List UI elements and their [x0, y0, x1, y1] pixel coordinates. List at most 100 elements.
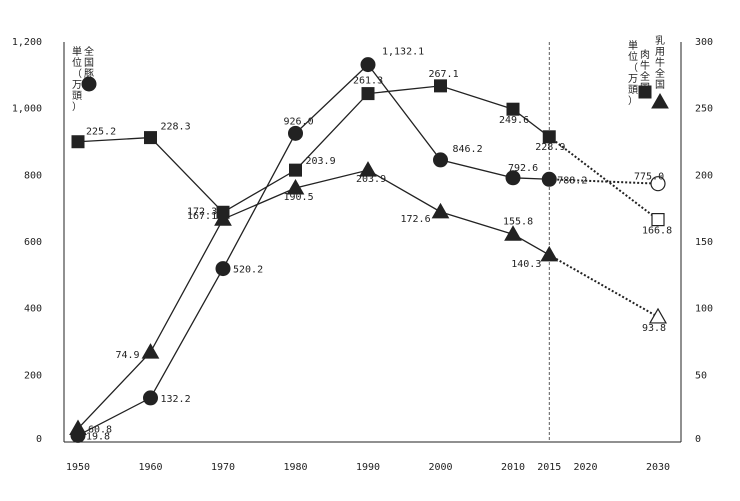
- beef-data-label: 267.1: [429, 69, 459, 80]
- legend-dairy-title: 牛: [655, 56, 665, 69]
- dairy-point: [540, 245, 559, 262]
- beef-point: [361, 87, 375, 101]
- left-tick-label: 800: [24, 170, 42, 181]
- left-tick-label: 400: [24, 304, 42, 315]
- beef-projection-label: 166.8: [642, 226, 672, 237]
- dairy-projection-line: [548, 254, 659, 318]
- right-tick-label: 200: [695, 170, 713, 181]
- x-tick-label: 2030: [646, 462, 670, 473]
- x-tick-label: 1970: [211, 462, 235, 473]
- pig-point: [288, 125, 303, 141]
- beef-projection-line: [548, 136, 659, 221]
- legend-beef-title: 牛: [640, 59, 650, 72]
- legend-pig-title: 国: [84, 57, 94, 69]
- left-tick-label: 1,200: [12, 37, 42, 48]
- axes: 0 200 400 600 800 1,000 1,200 0 50 100 150 200 250 30…: [12, 37, 713, 473]
- dairy-data-label: 203.9: [356, 174, 386, 185]
- dairy-point: [214, 210, 232, 226]
- dairy-point: [504, 225, 522, 241]
- dairy-point: [69, 419, 87, 436]
- legend-pig-title: 豚: [84, 68, 94, 80]
- legend-pig-unit: ）: [72, 101, 82, 113]
- series-group: [69, 57, 668, 443]
- legend-beef-title: 肉: [640, 48, 650, 61]
- right-tick-label: 100: [695, 304, 713, 315]
- left-tick-label: 1,000: [12, 104, 42, 115]
- pig-data-label: 792.6: [508, 163, 538, 174]
- pig-data-label: 788.2: [557, 175, 587, 186]
- legend-beef-unit: 頭: [628, 84, 638, 96]
- legend-pig-unit: （: [72, 68, 82, 80]
- legend-beef-title: 全: [640, 70, 650, 83]
- legend-pig-unit: 位: [72, 56, 82, 69]
- dairy-data-label: 74.9: [116, 350, 140, 361]
- pig-point: [541, 171, 557, 187]
- dairy-projection-point: [648, 307, 668, 324]
- dairy-data-label: 167.1: [187, 211, 217, 222]
- legend-pig-unit: 頭: [72, 90, 82, 102]
- pig-line: [77, 63, 550, 436]
- x-tick-label: 1960: [138, 462, 162, 473]
- legend-beef-unit: 単: [628, 39, 638, 52]
- right-tick-label: 50: [695, 370, 707, 381]
- dairy-point: [359, 161, 377, 177]
- legend-beef-unit: ）: [628, 95, 638, 107]
- beef-line: [77, 85, 550, 214]
- x-tick-label: 2010: [501, 462, 525, 473]
- beef-point: [434, 79, 447, 93]
- pig-point: [360, 57, 376, 73]
- pig-data-label: 846.2: [453, 144, 483, 155]
- dairy-projection-label: 93.8: [642, 323, 666, 334]
- pig-projection-label: 775.0: [634, 172, 664, 183]
- x-tick-label: 2015: [537, 462, 561, 473]
- beef-data-label: 228.3: [161, 122, 191, 133]
- pig-data-label: 520.2: [233, 265, 263, 276]
- x-tick-label: 2000: [428, 462, 452, 473]
- right-tick-label: 150: [695, 237, 713, 248]
- pig-point: [215, 261, 231, 277]
- legend-pig-unit: 万: [72, 80, 82, 91]
- legend-beef-unit: 万: [628, 74, 638, 85]
- legend-pig-unit: 単: [72, 45, 82, 58]
- x-tick-label: 1950: [66, 462, 90, 473]
- legend-dairy-marker: [651, 92, 669, 109]
- dairy-data-label: 60.8: [88, 425, 112, 436]
- legend-dairy-title: 国: [655, 79, 665, 91]
- legend-beef-marker: [638, 85, 652, 99]
- left-tick-label: 600: [24, 237, 42, 248]
- dairy-point: [286, 178, 305, 195]
- dairy-data-label: 140.3: [511, 259, 541, 270]
- dairy-data-label: 172.6: [401, 214, 431, 225]
- legend-pig-title: 全: [84, 45, 94, 58]
- dairy-line: [77, 169, 550, 429]
- legend-beef-unit: （: [628, 62, 638, 74]
- beef-data-label: 203.9: [306, 156, 336, 167]
- beef-data-label: 261.3: [353, 76, 383, 87]
- data-labels: 19.8 132.2 520.2 926.0 1,132.1 846.2 792.6 788.…: [86, 47, 672, 443]
- legend-dairy-title: 乳: [655, 34, 665, 47]
- pig-projection-point: [650, 176, 666, 192]
- beef-projection-point: [651, 213, 665, 227]
- dairy-data-label: 155.8: [503, 216, 533, 227]
- dairy-point: [431, 202, 450, 219]
- x-tick-label: 2020: [573, 462, 597, 473]
- beef-point: [506, 102, 520, 116]
- beef-data-label: 249.6: [499, 115, 529, 126]
- pig-point: [505, 170, 521, 186]
- pig-point: [143, 390, 158, 406]
- right-tick-label: 250: [695, 104, 713, 115]
- legend-pig-marker: [81, 76, 97, 92]
- beef-point: [71, 135, 85, 149]
- beef-point: [144, 131, 157, 145]
- x-tick-label: 1980: [283, 462, 307, 473]
- dairy-data-label: 190.5: [284, 192, 314, 203]
- beef-data-label: 225.2: [86, 127, 116, 138]
- dairy-point: [141, 343, 160, 359]
- pig-data-label: 132.2: [161, 394, 191, 405]
- legend-dairy-title: 用: [655, 47, 665, 58]
- legend-beef-unit: 位: [628, 50, 638, 63]
- pig-data-label: 19.8: [86, 431, 110, 442]
- left-tick-label: 200: [24, 370, 42, 381]
- beef-data-label: 172.3: [187, 206, 217, 217]
